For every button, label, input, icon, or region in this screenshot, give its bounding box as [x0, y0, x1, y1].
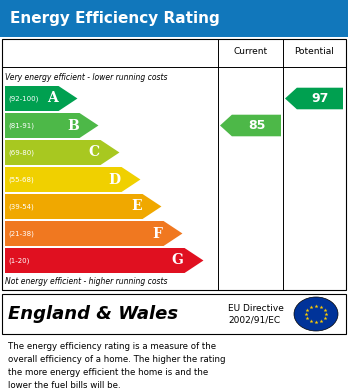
Text: Very energy efficient - lower running costs: Very energy efficient - lower running co…: [5, 72, 167, 81]
Polygon shape: [5, 167, 141, 192]
Text: B: B: [67, 118, 79, 133]
Text: 85: 85: [248, 119, 265, 132]
Polygon shape: [5, 194, 161, 219]
Text: Energy Efficiency Rating: Energy Efficiency Rating: [10, 11, 220, 26]
Text: E: E: [131, 199, 142, 213]
Text: (69-80): (69-80): [8, 149, 34, 156]
Text: G: G: [172, 253, 183, 267]
Text: (39-54): (39-54): [8, 203, 34, 210]
Polygon shape: [5, 248, 204, 273]
Text: (1-20): (1-20): [8, 257, 29, 264]
Text: Not energy efficient - higher running costs: Not energy efficient - higher running co…: [5, 276, 167, 285]
Polygon shape: [5, 113, 98, 138]
Text: (81-91): (81-91): [8, 122, 34, 129]
Text: EU Directive
2002/91/EC: EU Directive 2002/91/EC: [228, 303, 284, 325]
Text: C: C: [88, 145, 100, 160]
Polygon shape: [5, 86, 78, 111]
Text: D: D: [109, 172, 120, 187]
Polygon shape: [220, 115, 281, 136]
Bar: [2, 294, 346, 334]
Text: (21-38): (21-38): [8, 230, 34, 237]
Text: A: A: [47, 91, 57, 106]
Polygon shape: [5, 140, 119, 165]
Text: England & Wales: England & Wales: [8, 305, 178, 323]
Bar: [2, 39, 346, 290]
Text: Current: Current: [234, 47, 268, 57]
Text: Potential: Potential: [294, 47, 334, 57]
Text: The energy efficiency rating is a measure of the
overall efficiency of a home. T: The energy efficiency rating is a measur…: [8, 342, 226, 389]
Text: F: F: [153, 226, 163, 240]
Text: 97: 97: [311, 92, 329, 105]
Bar: [0, 0, 348, 37]
Polygon shape: [285, 88, 343, 109]
Ellipse shape: [294, 297, 338, 331]
Text: (55-68): (55-68): [8, 176, 34, 183]
Polygon shape: [5, 221, 182, 246]
Text: (92-100): (92-100): [8, 95, 38, 102]
